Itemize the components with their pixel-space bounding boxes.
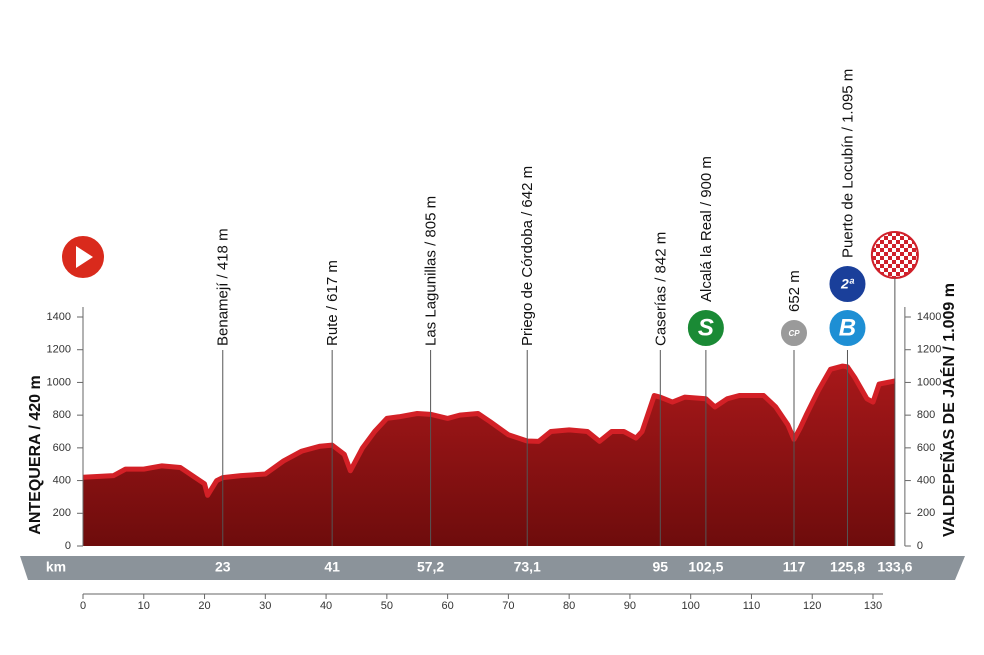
y-tick-label: 600 [53, 442, 71, 454]
waypoint-name: 652 m [786, 270, 803, 312]
y-tick-label: 400 [917, 474, 935, 486]
x-tick-label: 30 [259, 600, 271, 612]
waypoint-icon-label: 2ª [840, 276, 855, 292]
waypoint-km: 133,6 [877, 559, 912, 575]
y-tick-label: 400 [53, 474, 71, 486]
y-tick-label: 800 [917, 409, 935, 421]
waypoint-icon [827, 264, 868, 304]
x-tick-label: 60 [441, 600, 453, 612]
waypoint-km: 102,5 [688, 559, 723, 575]
waypoint-name: Benamejí / 418 m [215, 228, 232, 346]
waypoint-name: Rute / 617 m [324, 260, 341, 346]
y-tick-label: 1000 [47, 376, 71, 388]
waypoint-icon-label: S [698, 314, 714, 341]
finish-label: VALDEPEÑAS DE JAÉN / 1.009 m [938, 283, 958, 537]
x-tick-label: 130 [864, 600, 882, 612]
km-band [20, 556, 965, 580]
y-tick-label: 200 [53, 507, 71, 519]
x-tick-label: 90 [624, 600, 636, 612]
y-tick-label: 0 [65, 540, 71, 552]
profile-area [83, 366, 895, 546]
x-tick-label: 10 [138, 600, 150, 612]
x-tick-label: 100 [682, 600, 700, 612]
y-tick-label: 0 [917, 540, 923, 552]
waypoint-km: 73,1 [514, 559, 541, 575]
start-arrow [76, 246, 93, 268]
waypoint-name: Priego de Córdoba / 642 m [519, 166, 536, 346]
x-tick-label: 50 [381, 600, 393, 612]
x-tick-label: 40 [320, 600, 332, 612]
x-tick-label: 120 [803, 600, 821, 612]
profile-line [82, 363, 896, 498]
y-tick-label: 600 [917, 442, 935, 454]
start-label: ANTEQUERA / 420 m [27, 375, 44, 534]
y-tick-label: 200 [917, 507, 935, 519]
waypoint-icon-label: B [839, 314, 856, 341]
waypoint-name: Las Lagunillas / 805 m [423, 196, 440, 346]
y-tick-label: 1000 [917, 376, 941, 388]
x-tick-label: 110 [743, 600, 761, 612]
waypoint-icon [685, 308, 726, 348]
x-tick-label: 80 [563, 600, 575, 612]
x-tick-label: 0 [80, 600, 86, 612]
waypoint-km: 41 [324, 559, 340, 575]
waypoint-icon [827, 308, 868, 348]
waypoint-name: Alcalá la Real / 900 m [698, 156, 715, 302]
waypoint-icon-label: CP [788, 329, 800, 338]
waypoint-icon [779, 318, 809, 348]
waypoint-name: Caserías / 842 m [652, 232, 669, 346]
x-axis-label: km [46, 559, 66, 575]
x-tick-label: 70 [502, 600, 514, 612]
waypoint-km: 95 [653, 559, 669, 575]
y-tick-label: 1200 [47, 344, 71, 356]
y-tick-label: 1200 [917, 344, 941, 356]
waypoint-km: 23 [215, 559, 231, 575]
waypoint-km: 117 [783, 559, 806, 575]
x-tick-label: 20 [198, 600, 210, 612]
y-tick-label: 800 [53, 409, 71, 421]
waypoint-km: 125,8 [830, 559, 865, 575]
waypoint-name: Puerto de Locubín / 1.095 m [839, 69, 856, 258]
finish-icon [870, 231, 919, 279]
y-tick-label: 1400 [917, 311, 941, 323]
waypoint-km: 57,2 [417, 559, 444, 575]
y-tick-label: 1400 [47, 311, 71, 323]
